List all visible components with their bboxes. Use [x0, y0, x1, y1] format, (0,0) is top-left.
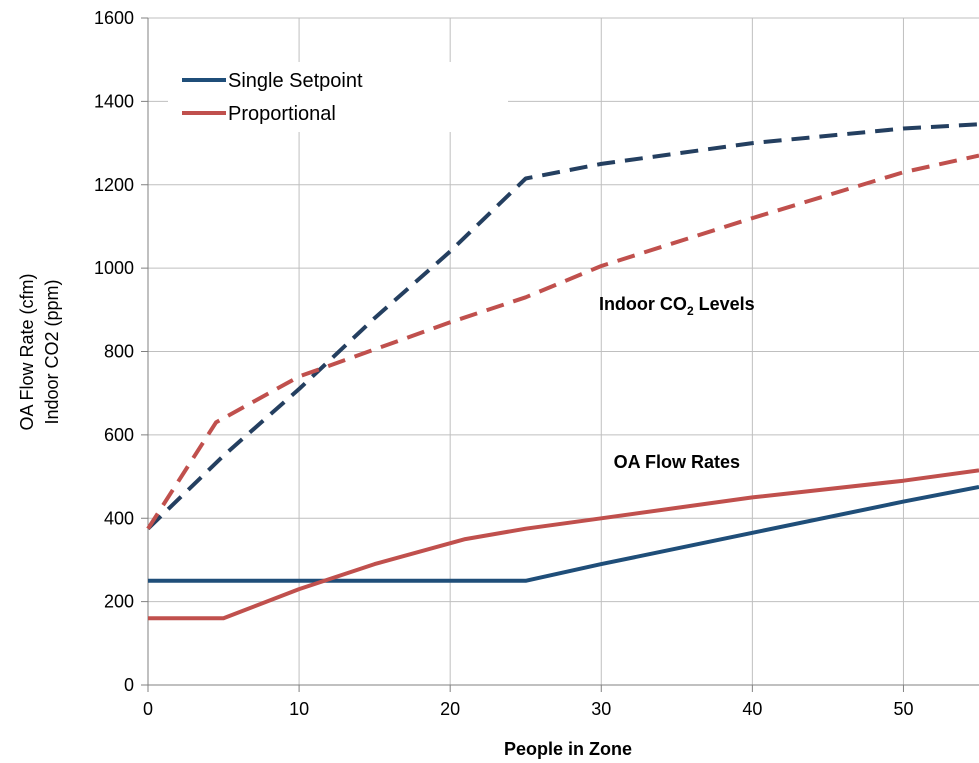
- series-line-oa-flow-rates-single-setpoint: [148, 485, 979, 583]
- grid: [148, 17, 979, 685]
- y-tick-label-800: 800: [104, 342, 134, 362]
- y-tick-label-1200: 1200: [94, 175, 134, 195]
- y-tick-label-200: 200: [104, 592, 134, 612]
- legend-background: [168, 62, 508, 132]
- y-axis-label-1: OA Flow Rate (cfm): [17, 273, 37, 430]
- y-axis-label-2: Indoor CO2 (ppm): [42, 279, 62, 424]
- annotations: Indoor CO2 Levels OA Flow Rates: [599, 294, 755, 472]
- x-tick-label-10: 10: [289, 699, 309, 719]
- x-tick-label-20: 20: [440, 699, 460, 719]
- y-tick-label-0: 0: [124, 675, 134, 695]
- y-tick-label-400: 400: [104, 508, 134, 528]
- x-tick-label-40: 40: [742, 699, 762, 719]
- y-tick-label-1600: 1600: [94, 8, 134, 28]
- x-tick-label-0: 0: [143, 699, 153, 719]
- tick-labels: 0 200 400 600 800 1000 1200 1400 1600 0 10 20 30 40 50: [94, 8, 914, 719]
- legend: Single Setpoint Proportional: [168, 62, 508, 132]
- series-line-oa-flow-rates-proportional: [148, 468, 979, 621]
- series-line-indoor-co2-levels-proportional: [146, 153, 979, 530]
- x-tick-label-50: 50: [893, 699, 913, 719]
- series-lines: [146, 122, 979, 621]
- legend-label-single-setpoint: Single Setpoint: [228, 70, 363, 92]
- axes: [141, 17, 979, 692]
- series-line-indoor-co2-levels-single-setpoint: [146, 122, 979, 531]
- annotation-co2: Indoor CO2 Levels: [599, 294, 755, 318]
- y-tick-label-1400: 1400: [94, 91, 134, 111]
- annotation-oa: OA Flow Rates: [614, 452, 740, 472]
- x-axis-label: People in Zone: [504, 739, 632, 759]
- y-tick-label-600: 600: [104, 425, 134, 445]
- legend-label-proportional: Proportional: [228, 103, 336, 125]
- x-tick-label-30: 30: [591, 699, 611, 719]
- y-tick-label-1000: 1000: [94, 258, 134, 278]
